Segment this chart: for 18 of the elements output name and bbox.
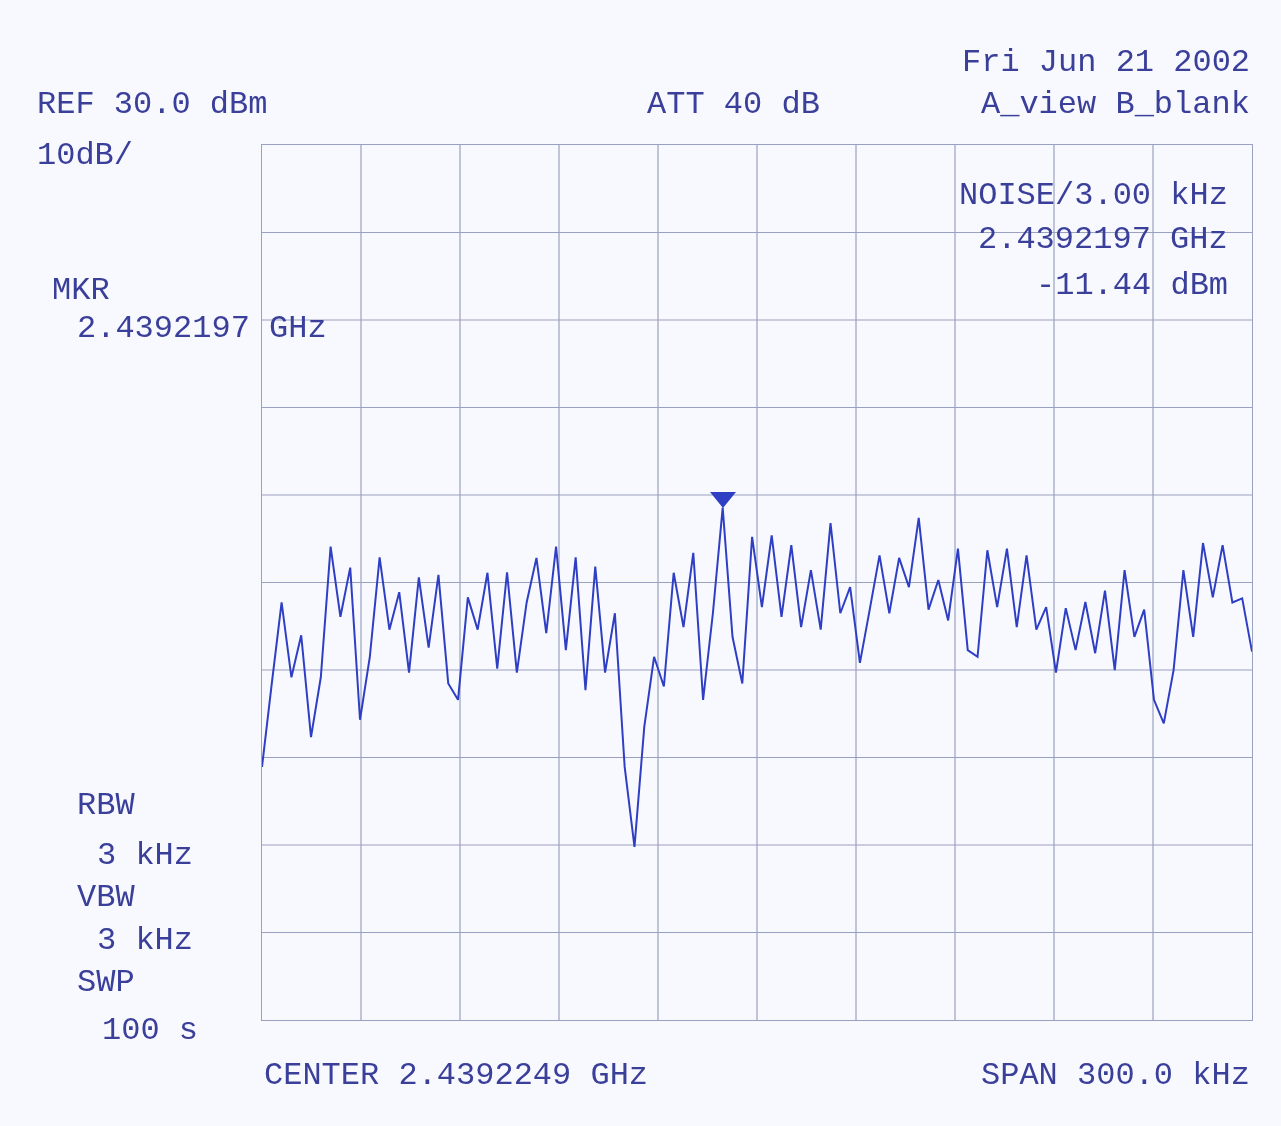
text: 100 s [102,1012,199,1049]
text: 10dB/ [37,137,134,174]
text: 3 kHz [97,837,194,874]
text: NOISE/3.00 kHz [959,177,1228,214]
text: REF 30.0 dBm [37,86,268,123]
text: ATT 40 dB [647,86,820,123]
text: SPAN 300.0 kHz [981,1057,1250,1094]
text: VBW [77,879,136,916]
text: Fri Jun 21 2002 [962,44,1251,81]
text: MKR [52,272,110,309]
text: 2.4392197 GHz [77,310,327,347]
text: 3 kHz [97,922,194,959]
text: SWP [77,964,135,1001]
text: -11.44 dBm [1036,267,1229,304]
text: 2.4392197 GHz [978,221,1228,258]
text: A_view B_blank [981,86,1250,123]
text: CENTER 2.4392249 GHz [264,1057,649,1094]
text: RBW [77,787,136,824]
